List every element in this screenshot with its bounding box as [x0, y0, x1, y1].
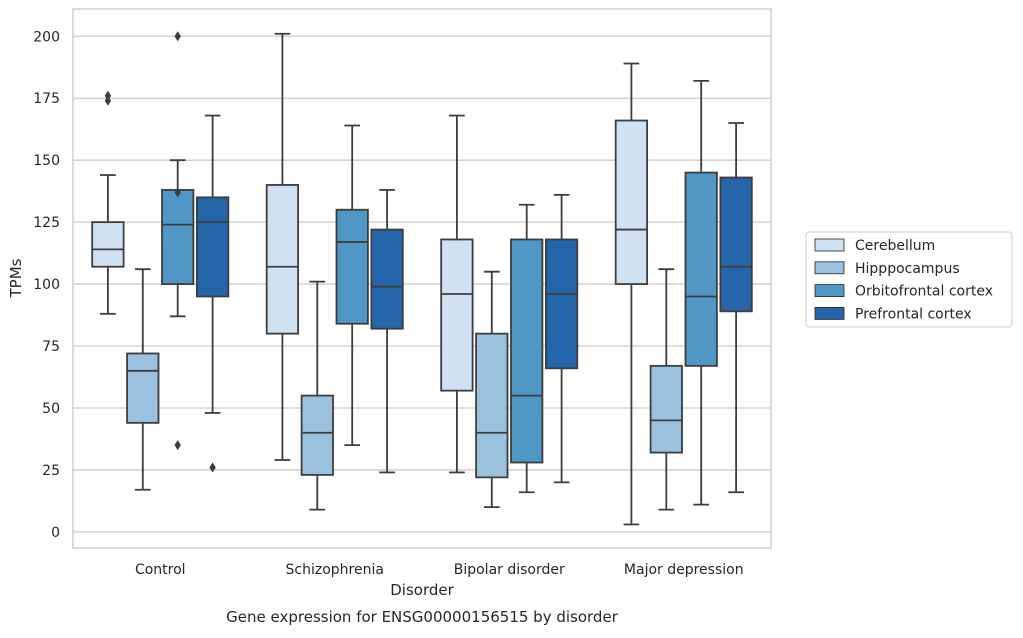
box-prefrontal-cortex	[544, 193, 579, 484]
legend-label: Hipppocampus	[855, 261, 960, 277]
iqr-box	[440, 238, 474, 392]
box-orbitofrontal-cortex	[335, 124, 369, 447]
box-hipppocampus	[300, 280, 334, 511]
iqr-box	[300, 394, 334, 476]
x-tick-label: Major depression	[624, 562, 744, 578]
x-tick-label: Control	[135, 562, 186, 578]
y-axis-label: TPMs	[7, 258, 25, 298]
legend-label: Orbitofrontal cortex	[855, 284, 993, 300]
chart-caption: Gene expression for ENSG00000156515 by d…	[226, 608, 619, 626]
outlier-point	[174, 187, 181, 198]
box-prefrontal-cortex	[370, 189, 404, 474]
iqr-box	[126, 352, 160, 424]
iqr-box	[91, 221, 125, 268]
box-hipppocampus	[126, 268, 160, 491]
y-tick-label: 200	[33, 29, 60, 45]
legend-label: Prefrontal cortex	[855, 306, 972, 322]
box-orbitofrontal-cortex	[684, 79, 718, 506]
iqr-box	[719, 176, 753, 313]
iqr-box	[614, 119, 649, 285]
x-tick-labels: Control Schizophrenia Bipolar disorder Majo…	[135, 562, 744, 578]
y-tick-label: 0	[51, 525, 60, 541]
y-tick-label: 75	[42, 339, 60, 355]
plot-frame	[72, 8, 772, 549]
outlier-point	[104, 90, 112, 101]
iqr-box	[684, 171, 718, 367]
iqr-box	[161, 189, 195, 285]
y-tick-label: 175	[33, 91, 60, 107]
x-tick-label: Schizophrenia	[286, 562, 384, 578]
box-cerebellum	[265, 32, 300, 461]
legend-swatch	[814, 306, 845, 320]
legend-items: Cerebellum Hipppocampus Orbitofrontal cort…	[814, 238, 993, 322]
box-hipppocampus	[475, 270, 509, 509]
legend-label: Cerebellum	[855, 238, 935, 254]
outlier-point	[174, 31, 181, 42]
iqr-box	[510, 238, 544, 464]
box-cerebellum	[440, 114, 474, 474]
box-orbitofrontal-cortex	[161, 31, 195, 451]
box-hipppocampus	[649, 268, 683, 511]
iqr-box	[335, 208, 369, 325]
legend-swatch	[814, 261, 845, 275]
legend-frame	[805, 231, 1013, 328]
iqr-box	[265, 184, 300, 335]
y-tick-labels: 0 25 50 75 100 125 150 175 200	[33, 29, 60, 541]
y-tick-label: 50	[42, 401, 60, 417]
y-tick-label: 25	[42, 463, 60, 479]
legend-swatch	[814, 238, 845, 252]
box-cerebellum	[91, 90, 125, 315]
iqr-box	[195, 196, 230, 298]
outlier-point	[209, 462, 216, 473]
y-tick-label: 125	[33, 215, 60, 231]
iqr-box	[475, 332, 509, 479]
outlier-point	[174, 440, 181, 451]
y-tick-label: 150	[33, 153, 60, 169]
box-layer	[91, 31, 753, 526]
legend: Cerebellum Hipppocampus Orbitofrontal cort…	[805, 231, 1013, 328]
legend-swatch	[814, 284, 845, 298]
y-tick-label: 100	[33, 277, 60, 293]
iqr-box	[370, 228, 404, 330]
x-tick-label: Bipolar disorder	[454, 562, 565, 578]
box-cerebellum	[614, 62, 649, 526]
iqr-box	[544, 238, 579, 370]
iqr-box	[649, 364, 683, 454]
box-prefrontal-cortex	[195, 114, 230, 473]
box-orbitofrontal-cortex	[510, 203, 544, 494]
x-axis-label: Disorder	[390, 581, 454, 599]
box-prefrontal-cortex	[719, 122, 753, 494]
